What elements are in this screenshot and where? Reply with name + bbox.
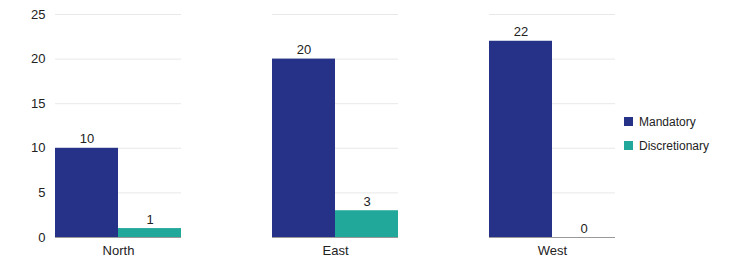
svg-text:10: 10 [80, 131, 94, 146]
html-text:Discretionary: Discretionary [639, 138, 709, 153]
svg-text:0: 0 [580, 221, 587, 236]
svg-text:20: 20 [31, 51, 45, 66]
svg-text:15: 15 [31, 96, 45, 111]
svg-text:5: 5 [38, 185, 45, 200]
svg-text:20: 20 [297, 42, 311, 57]
svg-text:25: 25 [31, 7, 45, 22]
svg-text:1: 1 [146, 212, 153, 227]
svg-text:West: West [538, 243, 568, 258]
svg-text:0: 0 [38, 230, 45, 245]
svg-text:3: 3 [363, 194, 370, 209]
svg-text:10: 10 [31, 140, 45, 155]
svg-text:North: North [103, 243, 135, 258]
svg-text:East: East [322, 243, 348, 258]
html-text:Mandatory: Mandatory [639, 114, 696, 129]
svg-text:22: 22 [514, 24, 528, 39]
